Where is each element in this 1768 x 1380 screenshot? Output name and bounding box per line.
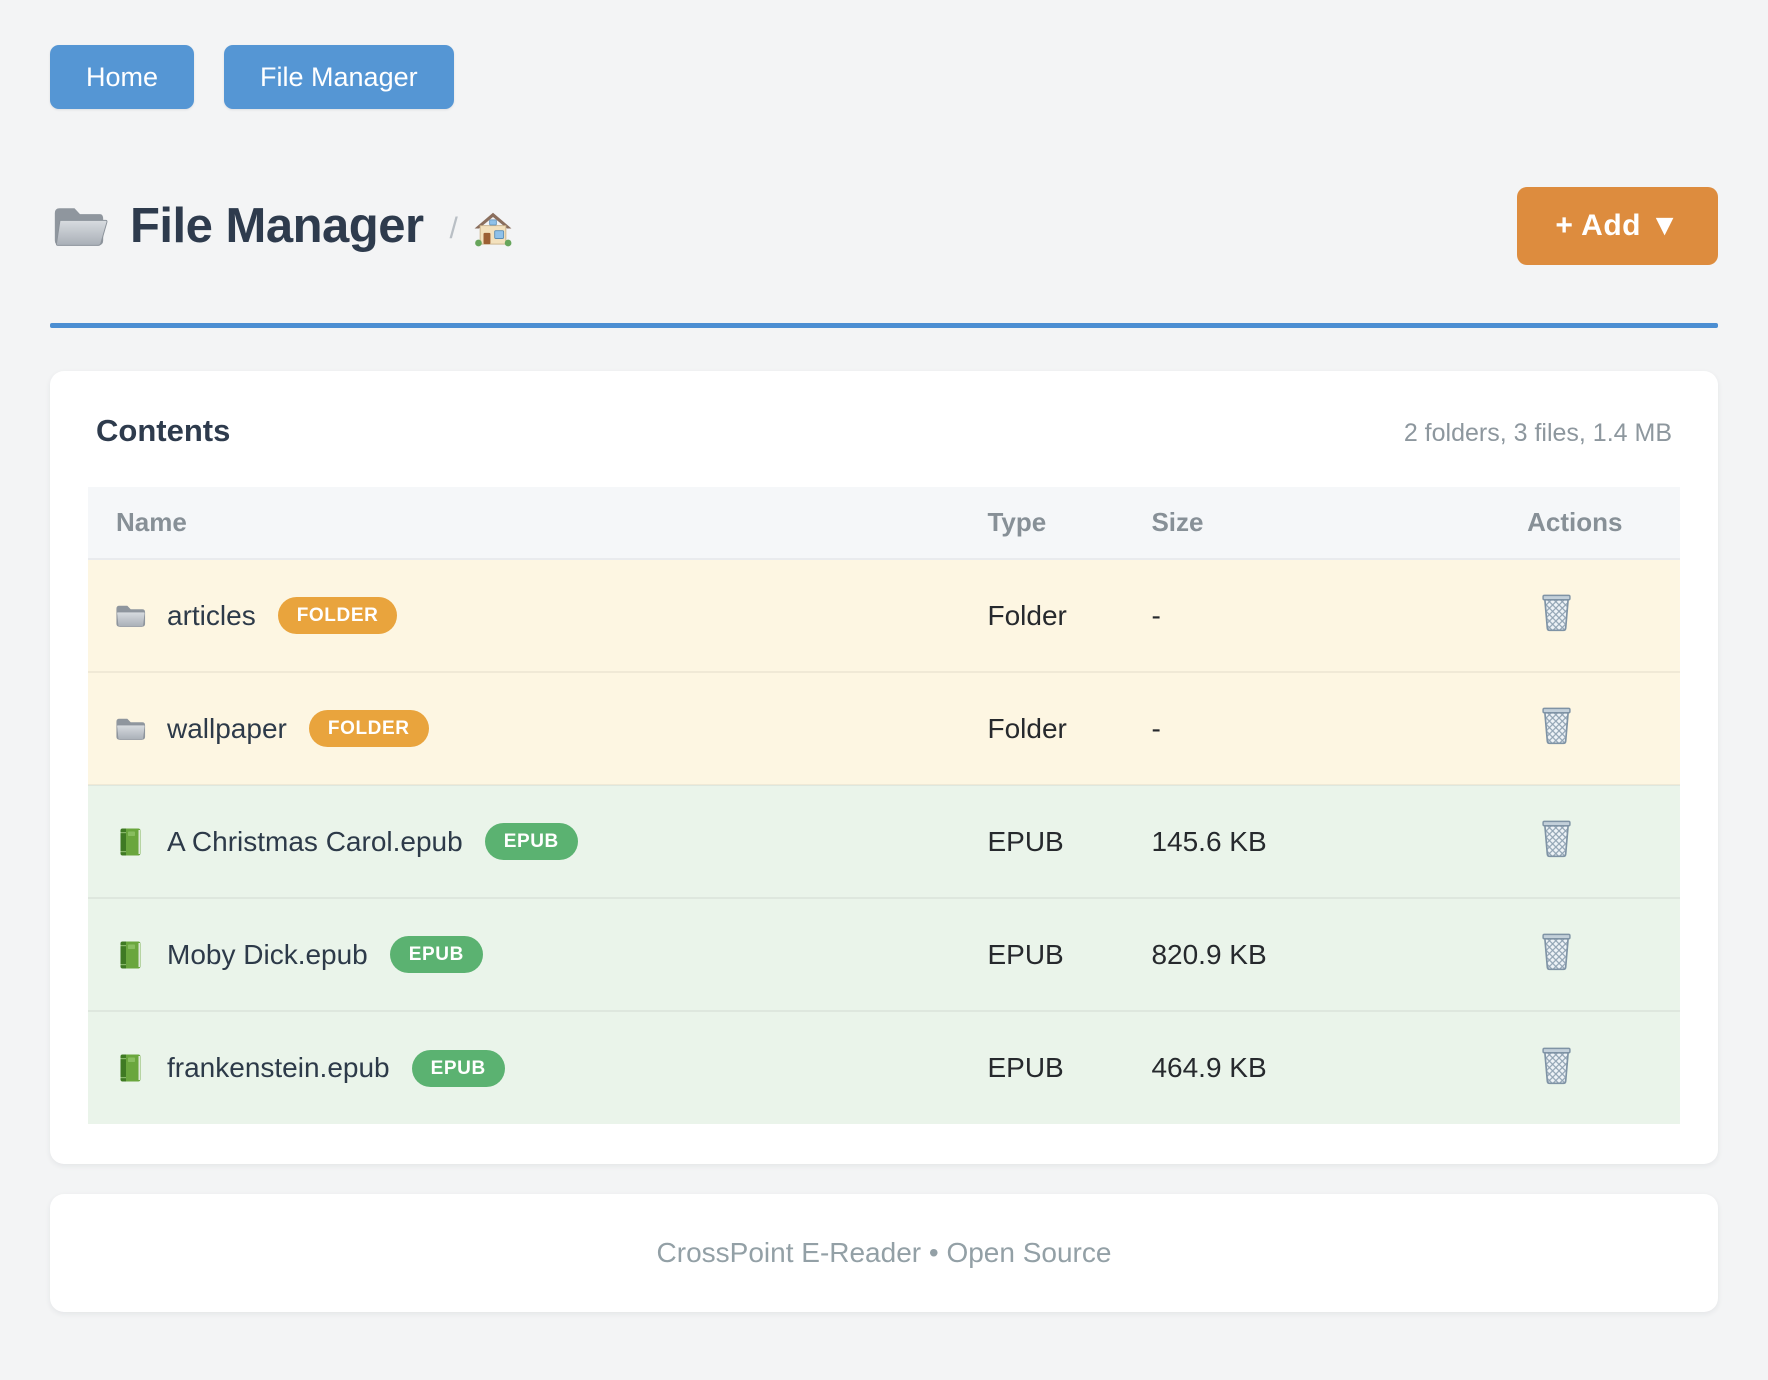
top-nav: Home File Manager — [50, 45, 1718, 110]
delete-button[interactable] — [1539, 1045, 1574, 1085]
file-name: wallpaper — [167, 712, 287, 744]
folder-icon — [114, 601, 147, 631]
file-type: EPUB — [987, 825, 1064, 857]
file-table: Name Type Size Actions articles FOLDER F… — [88, 487, 1680, 1125]
contents-card-header: Contents 2 folders, 3 files, 1.4 MB — [88, 413, 1680, 449]
table-row[interactable]: Moby Dick.epub EPUB EPUB 820.9 KB — [88, 898, 1680, 1012]
header-divider — [50, 323, 1718, 329]
title-wrap: File Manager / — [50, 198, 512, 254]
column-header-type: Type — [987, 487, 1152, 561]
file-name: Moby Dick.epub — [167, 938, 368, 970]
home-button[interactable]: Home — [50, 45, 195, 110]
file-size: 820.9 KB — [1151, 938, 1267, 970]
file-size: - — [1151, 599, 1161, 631]
footer: CrossPoint E-Reader • Open Source — [50, 1194, 1718, 1313]
table-row[interactable]: wallpaper FOLDER Folder - — [88, 672, 1680, 786]
file-type-badge: EPUB — [484, 823, 578, 861]
column-header-size: Size — [1151, 487, 1528, 561]
file-type-badge: FOLDER — [277, 597, 398, 635]
file-size: 464.9 KB — [1151, 1052, 1267, 1084]
file-type-badge: EPUB — [389, 936, 483, 974]
file-name: A Christmas Carol.epub — [167, 825, 463, 857]
file-manager-button[interactable]: File Manager — [224, 45, 454, 110]
column-header-actions: Actions — [1527, 487, 1680, 561]
file-type-badge: FOLDER — [308, 710, 429, 748]
contents-card: Contents 2 folders, 3 files, 1.4 MB Name… — [50, 371, 1718, 1165]
file-type: Folder — [987, 712, 1067, 744]
delete-button[interactable] — [1539, 705, 1574, 745]
table-row[interactable]: articles FOLDER Folder - — [88, 559, 1680, 673]
page-title: File Manager — [130, 199, 424, 254]
book-icon — [114, 940, 147, 970]
book-icon — [114, 827, 147, 857]
table-header-row: Name Type Size Actions — [88, 487, 1680, 561]
trash-icon — [1539, 592, 1574, 632]
file-table-body: articles FOLDER Folder - — [88, 559, 1680, 1125]
file-type: Folder — [987, 599, 1067, 631]
file-name: frankenstein.epub — [167, 1052, 390, 1084]
open-folder-icon — [50, 201, 108, 251]
file-type-badge: EPUB — [411, 1049, 505, 1087]
contents-title: Contents — [96, 413, 231, 449]
folder-icon — [114, 714, 147, 744]
file-type: EPUB — [987, 938, 1064, 970]
delete-button[interactable] — [1539, 592, 1574, 632]
delete-button[interactable] — [1539, 931, 1574, 971]
book-icon — [114, 1053, 147, 1083]
home-breadcrumb-icon[interactable] — [474, 205, 512, 247]
file-size: 145.6 KB — [1151, 825, 1267, 857]
trash-icon — [1539, 1045, 1574, 1085]
contents-summary: 2 folders, 3 files, 1.4 MB — [1403, 419, 1672, 448]
trash-icon — [1539, 818, 1574, 858]
table-row[interactable]: frankenstein.epub EPUB EPUB 464.9 KB — [88, 1011, 1680, 1125]
breadcrumb-separator: / — [449, 212, 458, 246]
delete-button[interactable] — [1539, 818, 1574, 858]
column-header-name: Name — [88, 487, 988, 561]
page-header: File Manager / + Add ▼ — [50, 185, 1718, 267]
footer-text: CrossPoint E-Reader • Open Source — [656, 1237, 1112, 1269]
table-row[interactable]: A Christmas Carol.epub EPUB EPUB 145.6 K… — [88, 785, 1680, 899]
add-button[interactable]: + Add ▼ — [1517, 187, 1718, 266]
file-size: - — [1151, 712, 1161, 744]
file-type: EPUB — [987, 1052, 1064, 1084]
trash-icon — [1539, 705, 1574, 745]
file-name: articles — [167, 599, 256, 631]
trash-icon — [1539, 931, 1574, 971]
